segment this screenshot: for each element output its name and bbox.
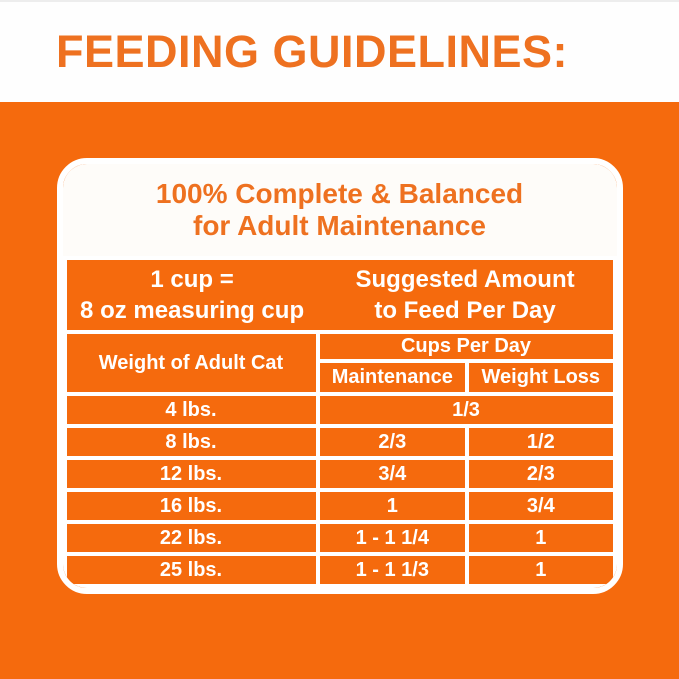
col-header-maintenance: Maintenance: [315, 359, 470, 397]
panel-heading-line1: 100% Complete & Balanced: [155, 177, 524, 209]
row-maintenance-amount: 1 - 1 1/3: [315, 552, 470, 589]
row-weight-loss-amount: 1/2: [465, 424, 617, 461]
table-row: 8 lbs. 2/3 1/2: [62, 424, 617, 461]
feeding-table: 1 cup = 8 oz measuring cup Suggested Amo…: [62, 255, 617, 589]
panel-heading: 100% Complete & Balanced for Adult Maint…: [62, 164, 617, 256]
header-row-subcolumns: Maintenance Weight Loss: [65, 359, 617, 397]
panel-heading-line2: for Adult Maintenance: [193, 210, 486, 241]
col-header-weight-loss: Weight Loss: [465, 359, 617, 397]
cup-measure-line1: 1 cup =: [150, 266, 234, 293]
info-row-cell: 1 cup = 8 oz measuring cup Suggested Amo…: [62, 255, 617, 335]
table-row: 12 lbs. 3/4 2/3: [62, 456, 617, 493]
row-amount-merged: 1/3: [315, 392, 617, 429]
cup-measure-note: 1 cup = 8 oz measuring cup: [67, 264, 318, 326]
row-weight-loss-amount: 3/4: [465, 488, 617, 525]
col-header-weight-of-adult-cat: Weight of Adult Cat: [62, 330, 320, 397]
info-row: 1 cup = 8 oz measuring cup Suggested Amo…: [62, 255, 617, 335]
table-row: 16 lbs. 1 3/4: [62, 488, 617, 525]
suggested-amount-line1: Suggested Amount: [355, 266, 575, 293]
row-maintenance-amount: 2/3: [315, 424, 470, 461]
row-weight-loss-amount: 1: [465, 552, 617, 589]
suggested-amount-line2: to Feed Per Day: [374, 297, 556, 325]
page-title: FEEDING GUIDELINES:: [56, 26, 569, 77]
row-weight-loss-amount: 1: [465, 520, 617, 557]
row-weight-loss-amount: 2/3: [465, 456, 617, 493]
row-weight: 8 lbs.: [62, 424, 320, 461]
row-weight: 25 lbs.: [62, 552, 320, 589]
row-maintenance-amount: 1: [315, 488, 470, 525]
row-maintenance-amount: 3/4: [315, 456, 470, 493]
feeding-table-panel: 100% Complete & Balanced for Adult Maint…: [56, 158, 623, 595]
suggested-amount-note: Suggested Amount to Feed Per Day: [318, 264, 613, 326]
row-maintenance-amount: 1 - 1 1/4: [315, 520, 470, 557]
cup-measure-line2: 8 oz measuring cup: [80, 297, 305, 325]
orange-background: 100% Complete & Balanced for Adult Maint…: [0, 102, 679, 679]
row-weight: 12 lbs.: [62, 456, 320, 493]
table-row: 25 lbs. 1 - 1 1/3 1: [62, 552, 617, 589]
table-row: 22 lbs. 1 - 1 1/4 1: [62, 520, 617, 557]
row-weight: 4 lbs.: [62, 392, 320, 429]
row-weight: 22 lbs.: [62, 520, 320, 557]
col-header-cups-per-day: Cups Per Day: [315, 330, 617, 364]
table-row: 4 lbs. 1/3: [62, 392, 617, 429]
header-band: FEEDING GUIDELINES:: [0, 0, 679, 102]
row-weight: 16 lbs.: [62, 488, 320, 525]
header-row-cups: Weight of Adult Cat Cups Per Day: [62, 330, 617, 397]
